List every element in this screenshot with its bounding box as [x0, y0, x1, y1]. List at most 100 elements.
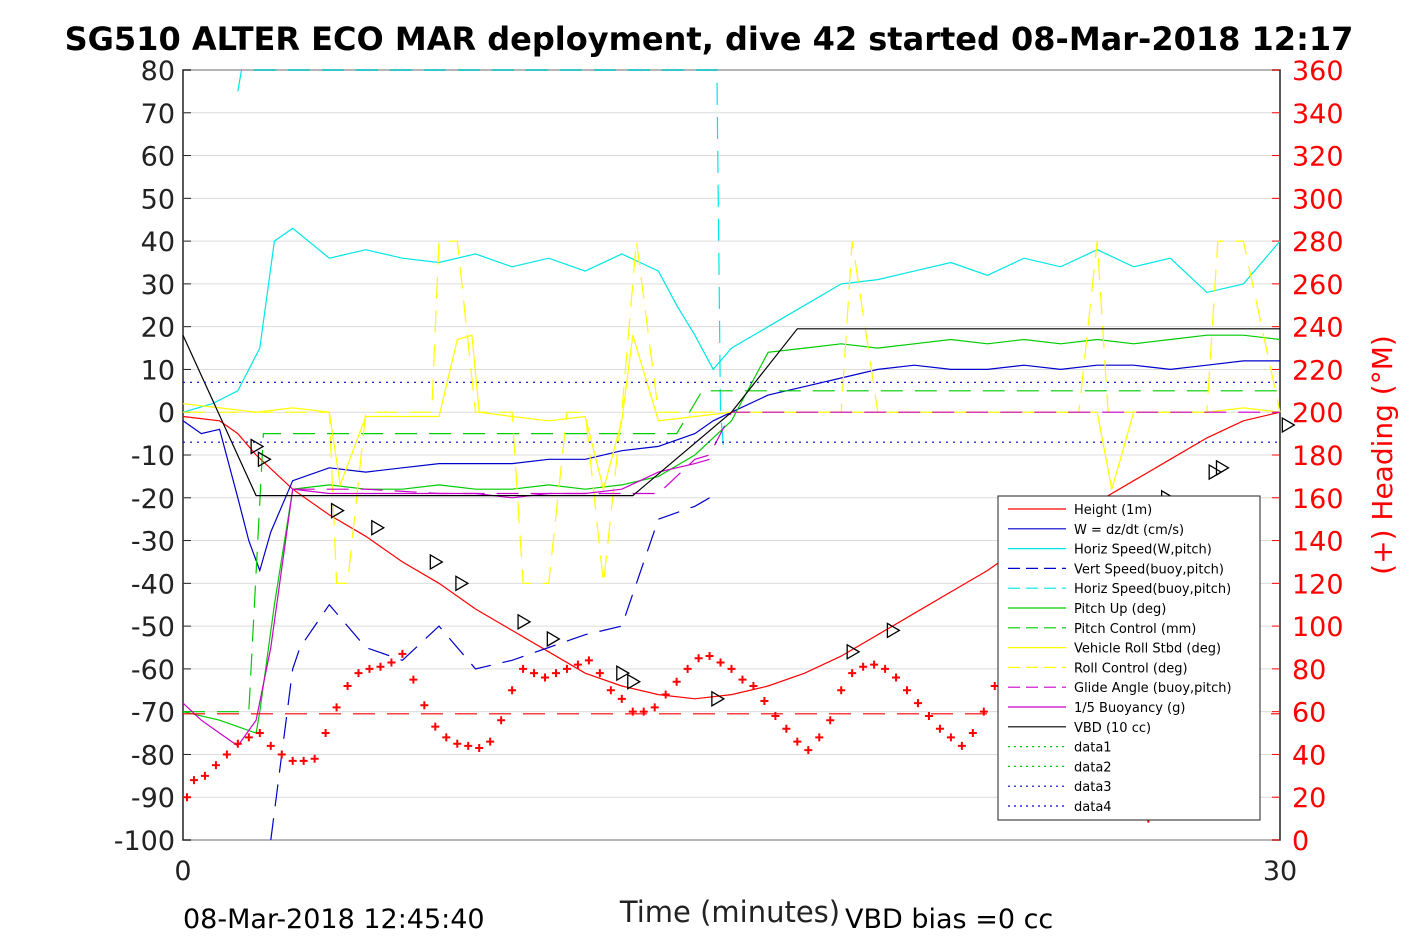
- right-tick-label: 300: [1292, 184, 1344, 215]
- triangle-marker: [517, 613, 532, 630]
- triangle-marker: [1281, 416, 1296, 434]
- heading-point: [222, 750, 231, 759]
- right-tick-label: 60: [1292, 698, 1326, 729]
- heading-point: [716, 658, 725, 667]
- heading-point: [727, 664, 736, 673]
- heading-point: [541, 673, 550, 682]
- right-tick-label: 140: [1292, 527, 1344, 558]
- heading-point: [551, 669, 560, 678]
- heading-point: [935, 724, 944, 733]
- legend-label: Glide Angle (buoy,pitch): [1074, 681, 1232, 696]
- series-line: [183, 240, 1281, 584]
- left-tick-label: 0: [158, 398, 175, 429]
- heading-point: [233, 739, 242, 748]
- heading-point: [530, 669, 539, 678]
- legend-label: data4: [1074, 800, 1112, 815]
- legend-label: Vehicle Roll Stbd (deg): [1074, 642, 1221, 657]
- heading-point: [475, 744, 484, 753]
- heading-point: [573, 660, 582, 669]
- grid-lines: [183, 69, 1280, 841]
- right-tick-label: 260: [1292, 270, 1344, 301]
- legend-label: 1/5 Buoyancy (g): [1074, 701, 1185, 716]
- right-tick-label: 0: [1292, 826, 1309, 857]
- triangle-marker: [846, 643, 861, 660]
- heading-point: [771, 711, 780, 720]
- triangle-marker: [330, 502, 345, 519]
- left-tick-label: -100: [114, 826, 175, 857]
- heading-point: [343, 682, 352, 690]
- right-tick-label: 160: [1292, 484, 1344, 515]
- triangle-marker: [711, 690, 726, 707]
- left-tick-label: -10: [131, 441, 175, 472]
- heading-point: [244, 733, 253, 742]
- left-tick-label: -30: [131, 527, 175, 558]
- right-tick-label: 20: [1292, 783, 1326, 814]
- legend-label: Pitch Control (mm): [1074, 622, 1196, 637]
- left-tick-label: -50: [131, 612, 175, 643]
- heading-point: [979, 707, 988, 716]
- chart-title: SG510 ALTER ECO MAR deployment, dive 42 …: [65, 20, 1354, 58]
- heading-point: [628, 707, 637, 716]
- heading-point: [595, 669, 604, 678]
- series-line: [182, 328, 1280, 497]
- series-line: [270, 497, 710, 841]
- heading-point: [562, 664, 571, 673]
- footer-vbd-bias: VBD bias =0 cc: [845, 904, 1053, 935]
- heading-point: [870, 660, 879, 669]
- heading-point: [694, 654, 703, 663]
- legend-box: [997, 495, 1261, 821]
- heading-point: [892, 673, 901, 682]
- heading-point: [211, 761, 220, 770]
- heading-point: [398, 649, 407, 658]
- heading-point: [183, 793, 191, 802]
- left-tick-label: 40: [141, 227, 175, 258]
- heading-point: [310, 754, 319, 763]
- heading-point: [968, 729, 977, 738]
- left-tick-label: 60: [141, 142, 175, 173]
- left-axis-ticks: 80 70 60 50 40 30 20 10 0 -10 -20 -30 -40 -50 -60 -70 -8…: [114, 56, 191, 857]
- left-tick-label: 80: [141, 56, 175, 87]
- legend-label: data3: [1074, 780, 1112, 795]
- heading-point: [486, 737, 495, 746]
- heading-point: [332, 703, 341, 712]
- triangle-marker: [1215, 459, 1230, 476]
- heading-point: [738, 675, 747, 684]
- right-tick-label: 100: [1292, 612, 1344, 643]
- triangle-marker: [455, 575, 470, 592]
- left-tick-label: -60: [131, 655, 175, 686]
- series-line: [182, 334, 1281, 492]
- right-tick-label: 40: [1292, 740, 1326, 771]
- series-line: [182, 227, 1281, 413]
- heading-point: [782, 724, 791, 733]
- heading-point: [837, 686, 846, 695]
- legend: Height (1m) W = dz/dt (cm/s) Horiz Speed(W…: [997, 495, 1261, 821]
- legend-label: Height (1m): [1074, 503, 1152, 518]
- series-line: [292, 411, 1280, 495]
- left-tick-label: -90: [131, 783, 175, 814]
- heading-point: [277, 750, 286, 759]
- right-tick-label: 280: [1292, 227, 1344, 258]
- right-tick-label: 340: [1292, 99, 1344, 130]
- triangle-marker: [429, 553, 444, 571]
- legend-label: Horiz Speed(buoy,pitch): [1074, 582, 1231, 597]
- left-tick-label: 70: [141, 99, 175, 130]
- triangle-marker: [886, 622, 901, 639]
- right-tick-label: 360: [1292, 56, 1344, 87]
- heading-point: [826, 716, 835, 725]
- legend-label: data2: [1074, 760, 1112, 775]
- heading-point: [519, 664, 528, 673]
- x-tick-label: 30: [1263, 856, 1297, 887]
- legend-label: Roll Control (deg): [1074, 661, 1188, 676]
- triangle-marker: [546, 630, 561, 648]
- series-line: [182, 360, 1280, 573]
- heading-point: [453, 739, 462, 748]
- heading-point: [606, 686, 615, 695]
- heading-point: [376, 662, 385, 671]
- heading-point: [946, 733, 955, 742]
- x-tick-label: 0: [174, 856, 191, 887]
- left-tick-label: 20: [141, 313, 175, 344]
- x-axis-ticks: 0 30: [174, 856, 1297, 887]
- right-axis-ticks: 3603403203002802602402202001801601401201…: [1272, 56, 1344, 857]
- heading-point: [661, 690, 670, 699]
